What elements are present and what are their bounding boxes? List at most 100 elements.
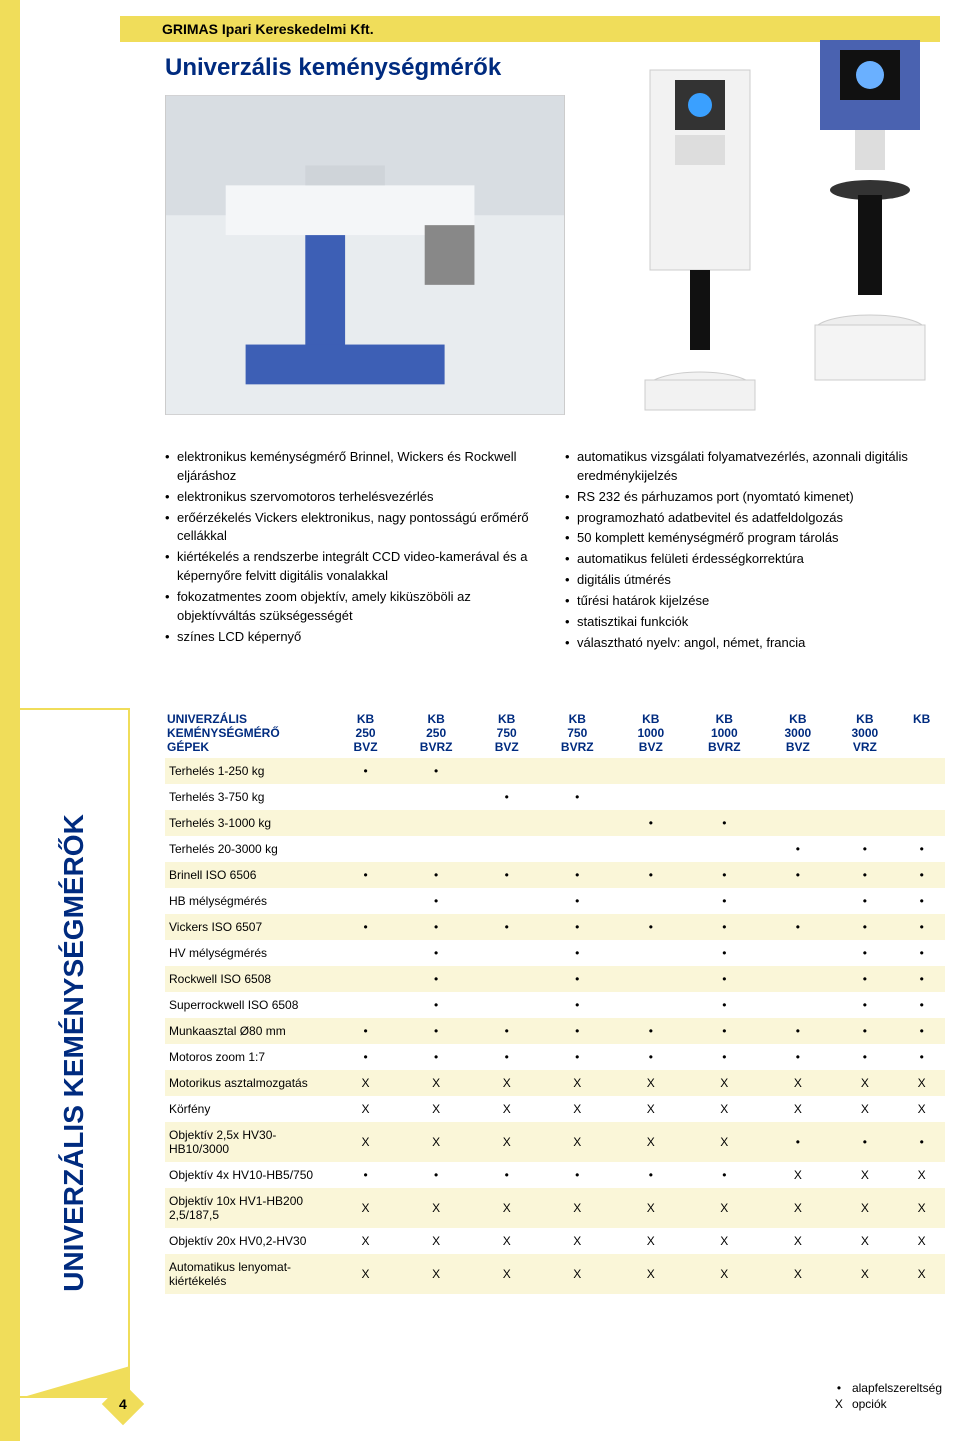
table-cell: • [898, 966, 945, 992]
table-cell [831, 784, 898, 810]
left-yellow-band [0, 0, 20, 1441]
table-cell: • [335, 1018, 396, 1044]
table-cell: X [831, 1162, 898, 1188]
table-cell [898, 810, 945, 836]
table-cell: • [764, 836, 831, 862]
catalog-page: GRIMAS Ipari Kereskedelmi Kft. Univerzál… [0, 0, 960, 1441]
table-cell: X [537, 1188, 617, 1228]
table-cell [684, 836, 764, 862]
table-cell: • [335, 1162, 396, 1188]
row-label: Körfény [165, 1096, 335, 1122]
table-cell: • [831, 914, 898, 940]
feature-item: fokozatmentes zoom objektív, amely kiküs… [165, 588, 535, 626]
row-label: Objektív 10x HV1-HB200 2,5/187,5 [165, 1188, 335, 1228]
table-cell: X [831, 1070, 898, 1096]
table-cell [476, 758, 537, 784]
table-column-header: KB1000BVRZ [684, 708, 764, 758]
table-cell: X [831, 1254, 898, 1294]
table-row: Munkaasztal Ø80 mm••••••••• [165, 1018, 945, 1044]
table-cell: X [335, 1254, 396, 1294]
table-cell [831, 810, 898, 836]
table-column-header: KB [898, 708, 945, 758]
table-row: HV mélységmérés••••• [165, 940, 945, 966]
row-label: Motorikus asztalmozgatás [165, 1070, 335, 1096]
row-label: Rockwell ISO 6508 [165, 966, 335, 992]
table-cell: • [831, 862, 898, 888]
table-cell: X [335, 1096, 396, 1122]
table-cell [476, 940, 537, 966]
table-row: Objektív 4x HV10-HB5/750••••••XXX [165, 1162, 945, 1188]
row-label: Objektív 20x HV0,2-HV30 [165, 1228, 335, 1254]
table-cell: • [684, 966, 764, 992]
table-cell [396, 810, 476, 836]
feature-item: statisztikai funkciók [565, 613, 935, 632]
table-cell: X [764, 1096, 831, 1122]
table-legend: •alapfelszereltség Xopciók [832, 1379, 942, 1413]
table-cell: • [537, 1018, 617, 1044]
table-cell: • [831, 1018, 898, 1044]
table-row: Superrockwell ISO 6508••••• [165, 992, 945, 1018]
table-cell [684, 784, 764, 810]
table-cell: X [898, 1162, 945, 1188]
feature-item: kiértékelés a rendszerbe integrált CCD v… [165, 548, 535, 586]
row-label: Terhelés 1-250 kg [165, 758, 335, 784]
table-cell: • [764, 914, 831, 940]
table-cell: • [684, 992, 764, 1018]
table-cell: X [831, 1228, 898, 1254]
table-cell [617, 966, 684, 992]
table-cell: • [476, 862, 537, 888]
table-cell [335, 784, 396, 810]
table-cell [684, 758, 764, 784]
table-cell [764, 784, 831, 810]
table-cell [537, 810, 617, 836]
table-cell: • [335, 758, 396, 784]
table-cell [617, 888, 684, 914]
table-cell: • [764, 1122, 831, 1162]
table-cell: • [831, 992, 898, 1018]
row-label: Munkaasztal Ø80 mm [165, 1018, 335, 1044]
table-column-header: KB250BVZ [335, 708, 396, 758]
table-cell: • [898, 992, 945, 1018]
table-cell: X [898, 1070, 945, 1096]
table-cell: • [831, 940, 898, 966]
feature-list-right: automatikus vizsgálati folyamatvezérlés,… [565, 448, 935, 654]
feature-item: automatikus felületi érdességkorrektúra [565, 550, 935, 569]
feature-item: tűrési határok kijelzése [565, 592, 935, 611]
table-cell: X [764, 1162, 831, 1188]
table-cell: X [684, 1096, 764, 1122]
table-cell [537, 836, 617, 862]
table-cell: X [476, 1228, 537, 1254]
table-cell: • [764, 1018, 831, 1044]
feature-item: automatikus vizsgálati folyamatvezérlés,… [565, 448, 935, 486]
table-cell [764, 966, 831, 992]
feature-item: erőérzékelés Vickers elektronikus, nagy … [165, 509, 535, 547]
row-label: Objektív 2,5x HV30-HB10/3000 [165, 1122, 335, 1162]
table-cell: X [335, 1188, 396, 1228]
table-cell [335, 810, 396, 836]
table-cell: X [617, 1122, 684, 1162]
table-cell: X [684, 1254, 764, 1294]
table-cell: • [537, 914, 617, 940]
table-cell: X [898, 1228, 945, 1254]
feature-item: RS 232 és párhuzamos port (nyomtató kime… [565, 488, 935, 507]
row-label: HV mélységmérés [165, 940, 335, 966]
table-cell: X [617, 1096, 684, 1122]
table-cell [617, 758, 684, 784]
table-cell: X [764, 1188, 831, 1228]
table-column-header: KB3000VRZ [831, 708, 898, 758]
table-row: Motoros zoom 1:7••••••••• [165, 1044, 945, 1070]
table-cell: • [764, 862, 831, 888]
table-cell: • [396, 1018, 476, 1044]
table-cell: X [396, 1188, 476, 1228]
feature-item: digitális útmérés [565, 571, 935, 590]
legend-x-symbol: X [832, 1397, 846, 1411]
table-cell [764, 810, 831, 836]
table-row: Rockwell ISO 6508••••• [165, 966, 945, 992]
table-cell: X [831, 1188, 898, 1228]
table-cell: • [898, 914, 945, 940]
table-cell: • [335, 862, 396, 888]
company-name: GRIMAS Ipari Kereskedelmi Kft. [162, 21, 374, 37]
table-cell: • [684, 1044, 764, 1070]
legend-dot-label: alapfelszereltség [852, 1381, 942, 1395]
table-row: Objektív 20x HV0,2-HV30XXXXXXXXX [165, 1228, 945, 1254]
